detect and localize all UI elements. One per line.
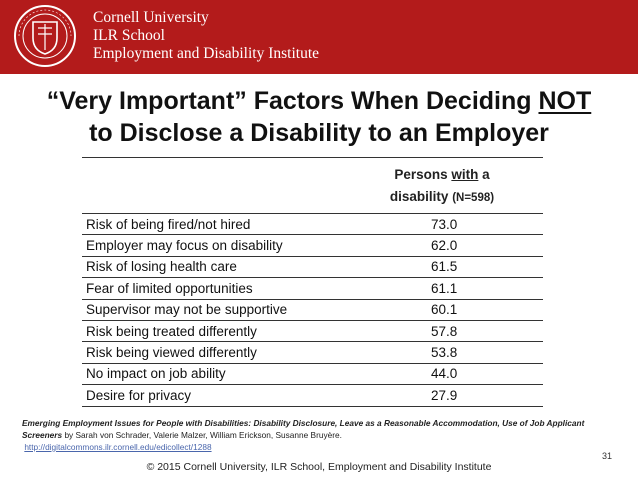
slide-title: “Very Important” Factors When Deciding N… [0,85,638,149]
sample-size: (N=598) [452,192,495,204]
factor-value: 60.1 [431,302,458,318]
column-header-part1: Persons [394,167,452,182]
citation-authors: by Sarah von Schrader, Valerie Malzer, W… [62,430,342,440]
column-header-part2: a [478,167,490,182]
column-header-line2: disability [389,189,453,204]
table-row: Supervisor may not be supportive 60.1 [82,298,543,320]
column-header: Persons with a disability (N=598) [372,164,512,209]
citation-title: Emerging Employment Issues for People wi… [22,418,585,440]
table-row: Risk of being fired/not hired 73.0 [82,213,543,234]
table-row: Fear of limited opportunities 61.1 [82,277,543,298]
header-banner: Cornell University ILR School Employment… [0,0,638,74]
factor-value: 61.5 [431,259,458,275]
factor-value: 73.0 [431,216,458,232]
title-line2-text: to Disclose a Disability to an Employer [89,119,549,147]
page-number: 31 [602,451,613,461]
factor-label: No impact on job ability [86,366,226,382]
factor-label: Risk of losing health care [86,259,237,275]
table-row: Desire for privacy 27.9 [82,384,543,407]
factor-label: Risk being treated differently [86,323,257,339]
table-row: No impact on job ability 44.0 [82,362,543,384]
factor-label: Employer may focus on disability [86,238,283,254]
table-row: Employer may focus on disability 62.0 [82,234,543,255]
institution-name: Cornell University ILR School Employment… [93,9,319,63]
cornell-seal-logo [14,5,76,67]
table-top-rule [82,157,543,158]
factor-label: Supervisor may not be supportive [86,302,288,318]
factor-value: 27.9 [431,387,458,403]
factor-value: 61.1 [431,280,458,296]
factor-value: 53.8 [431,345,458,361]
factor-value: 44.0 [431,366,458,382]
copyright-footer: © 2015 Cornell University, ILR School, E… [146,461,492,473]
table-row: Risk of losing health care 61.5 [82,255,543,277]
title-emphasis: NOT [538,87,592,115]
factor-label: Risk being viewed differently [86,345,257,361]
factors-table: Risk of being fired/not hired 73.0 Employ… [82,213,543,407]
factor-label: Risk of being fired/not hired [86,216,251,232]
factor-label: Desire for privacy [86,387,192,403]
title-line1-text: “Very Important” Factors When Deciding [46,87,539,115]
factor-label: Fear of limited opportunities [86,280,253,296]
factor-value: 62.0 [431,238,458,254]
citation: Emerging Employment Issues for People wi… [22,417,612,453]
column-header-underlined: with [451,167,479,182]
university-name: Cornell University [93,9,209,26]
table-row: Risk being viewed differently 53.8 [82,341,543,362]
citation-link[interactable]: http://digitalcommons.ilr.cornell.edu/ed… [24,442,212,452]
table-row: Risk being treated differently 57.8 [82,319,543,341]
factor-value: 57.8 [431,323,458,339]
school-name: ILR School [93,27,165,44]
institute-name: Employment and Disability Institute [93,45,320,62]
